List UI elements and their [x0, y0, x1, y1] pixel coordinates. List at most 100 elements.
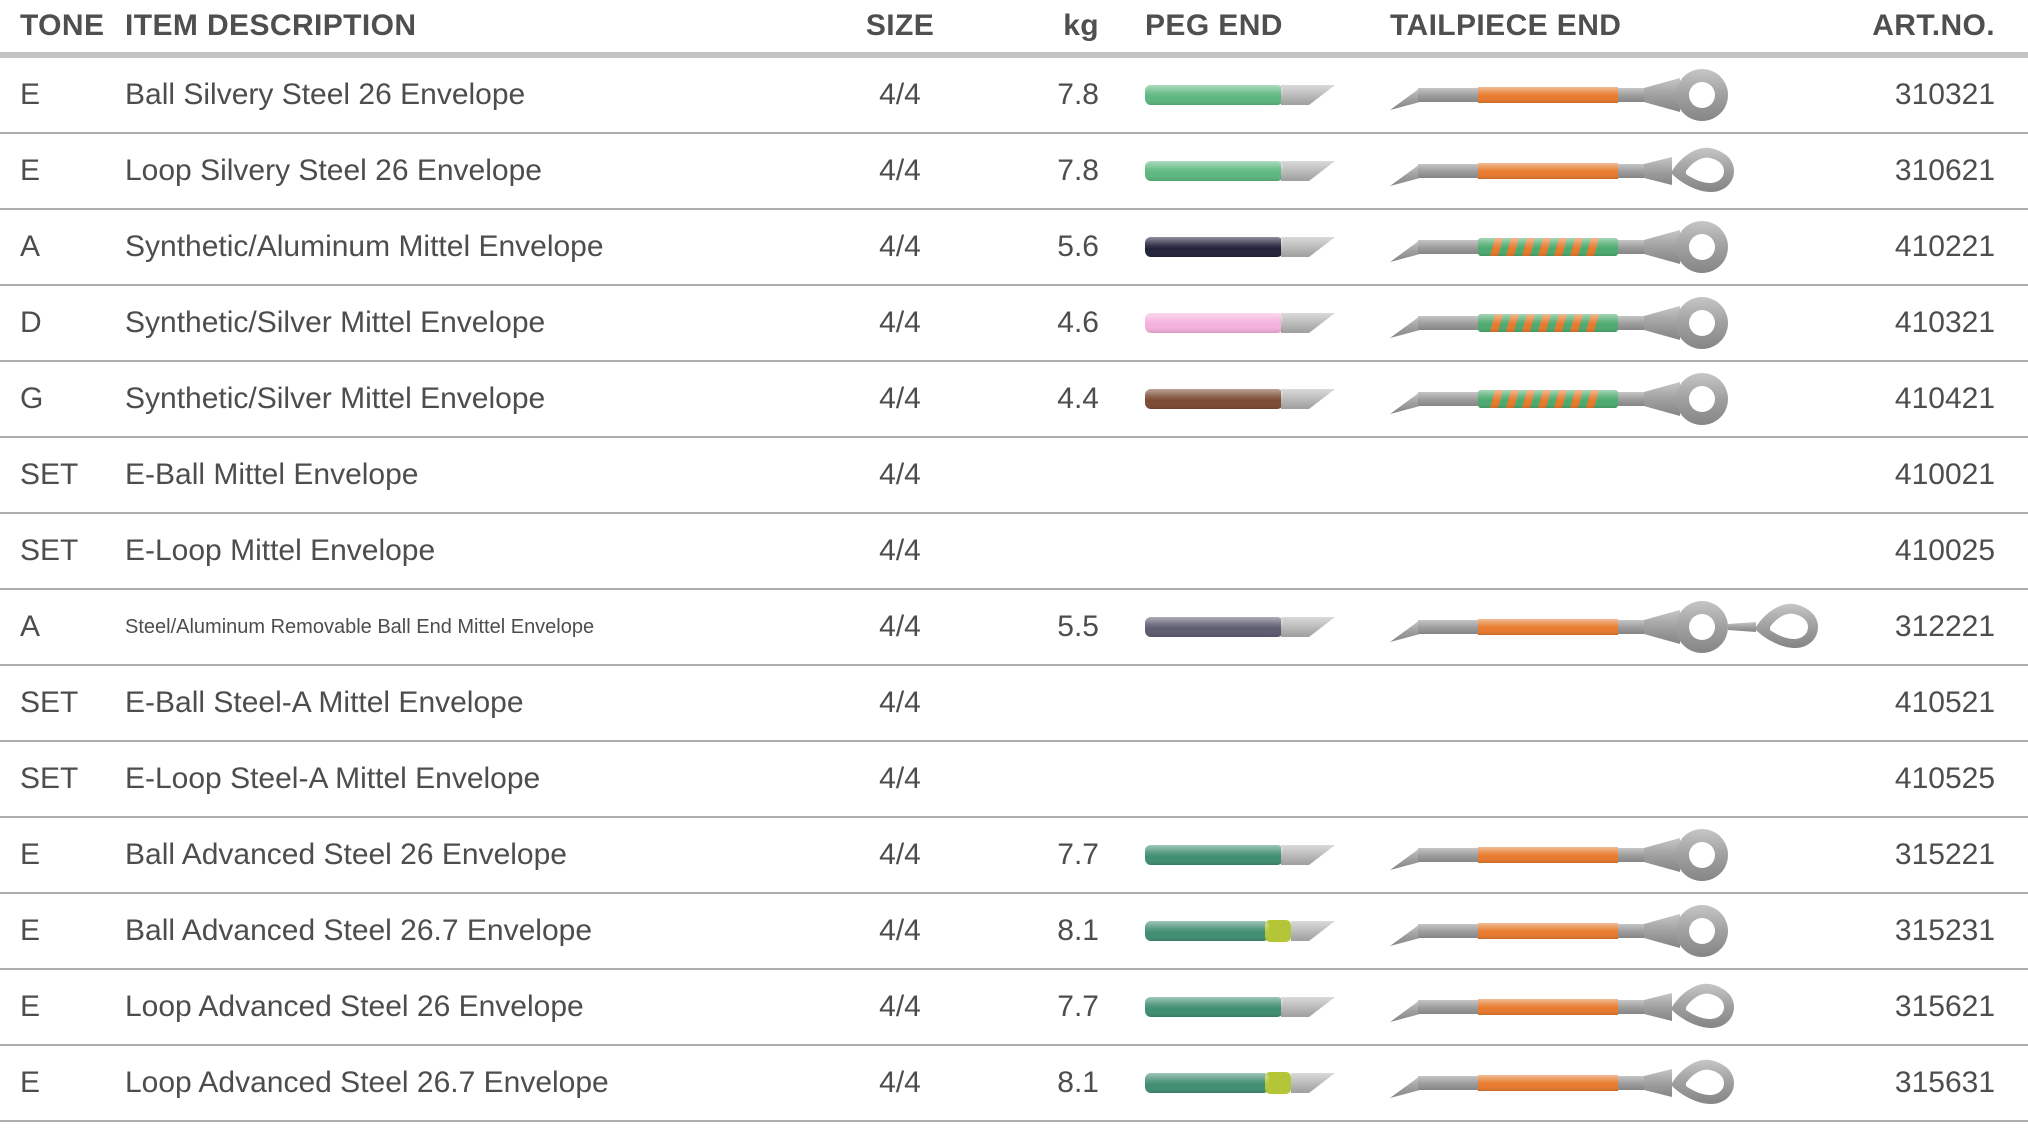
size-cell: 4/4 [879, 686, 921, 719]
peg-end-icon [1105, 614, 1345, 640]
tone-cell: SET [20, 534, 79, 567]
column-header-size: SIZE [865, 9, 935, 42]
item-description-cell: Synthetic/Aluminum Mittel Envelope [125, 230, 604, 263]
item-description-cell: E-Loop Mittel Envelope [125, 534, 436, 567]
tone-cell: SET [20, 762, 79, 795]
table-row: D Synthetic/Silver Mittel Envelope 4/4 4… [0, 286, 2028, 362]
art-no-cell: 315621 [1894, 990, 1995, 1023]
table-row: A Steel/Aluminum Removable Ball End Mitt… [0, 590, 2028, 666]
tailpiece-end-icon [1345, 217, 1815, 277]
tone-cell: E [20, 154, 41, 187]
size-cell: 4/4 [879, 154, 921, 187]
column-header-tailpiece-end: TAILPIECE END [1390, 9, 1622, 42]
kg-cell: 7.8 [1057, 154, 1099, 187]
table-row: E Ball Advanced Steel 26.7 Envelope 4/4 … [0, 894, 2028, 970]
size-cell: 4/4 [879, 534, 921, 567]
size-cell: 4/4 [879, 914, 921, 947]
size-cell: 4/4 [879, 990, 921, 1023]
item-description-cell: E-Loop Steel-A Mittel Envelope [125, 762, 541, 795]
kg-cell: 8.1 [1057, 1066, 1099, 1099]
table-row: SET E-Ball Steel-A Mittel Envelope 4/4 4… [0, 666, 2028, 742]
size-cell: 4/4 [879, 458, 921, 491]
column-header-peg-end: PEG END [1145, 9, 1283, 42]
size-cell: 4/4 [879, 762, 921, 795]
item-description-cell: E-Ball Steel-A Mittel Envelope [125, 686, 524, 719]
kg-cell: 5.6 [1057, 230, 1099, 263]
kg-cell: 8.1 [1057, 914, 1099, 947]
art-no-cell: 312221 [1894, 610, 1995, 643]
kg-cell: 5.5 [1057, 610, 1099, 643]
art-no-cell: 410421 [1894, 382, 1995, 415]
size-cell: 4/4 [879, 306, 921, 339]
tailpiece-end-icon [1345, 825, 1815, 885]
tailpiece-end-icon [1345, 65, 1815, 125]
item-description-cell: Synthetic/Silver Mittel Envelope [125, 306, 546, 339]
art-no-cell: 315231 [1894, 914, 1995, 947]
art-no-cell: 410025 [1894, 534, 1995, 567]
peg-end-icon [1105, 234, 1345, 260]
item-description-cell: Steel/Aluminum Removable Ball End Mittel… [125, 615, 595, 638]
column-header-art-no: ART.NO. [1872, 9, 1995, 42]
size-cell: 4/4 [879, 1066, 921, 1099]
size-cell: 4/4 [879, 838, 921, 871]
art-no-cell: 315631 [1894, 1066, 1995, 1099]
table-header-row: TONE ITEM DESCRIPTION SIZE kg PEG END TA… [0, 0, 2028, 58]
table-row: E Ball Advanced Steel 26 Envelope 4/4 7.… [0, 818, 2028, 894]
table-row: E Ball Silvery Steel 26 Envelope 4/4 7.8… [0, 58, 2028, 134]
item-description-cell: Loop Advanced Steel 26.7 Envelope [125, 1066, 609, 1099]
table-row: G Synthetic/Silver Mittel Envelope 4/4 4… [0, 362, 2028, 438]
table-row: SET E-Loop Steel-A Mittel Envelope 4/4 4… [0, 742, 2028, 818]
item-description-cell: Synthetic/Silver Mittel Envelope [125, 382, 546, 415]
tone-cell: G [20, 382, 44, 415]
item-description-cell: E-Ball Mittel Envelope [125, 458, 419, 491]
table-row: A Synthetic/Aluminum Mittel Envelope 4/4… [0, 210, 2028, 286]
column-header-item-description: ITEM DESCRIPTION [125, 9, 417, 42]
size-cell: 4/4 [879, 78, 921, 111]
peg-end-icon [1105, 386, 1345, 412]
table-row: SET E-Ball Mittel Envelope 4/4 410021 [0, 438, 2028, 514]
size-cell: 4/4 [879, 610, 921, 643]
tailpiece-end-icon [1345, 901, 1815, 961]
kg-cell: 7.7 [1057, 990, 1099, 1023]
art-no-cell: 310621 [1894, 154, 1995, 187]
art-no-cell: 410525 [1894, 762, 1995, 795]
tone-cell: SET [20, 458, 79, 491]
table-row: SET E-Loop Mittel Envelope 4/4 410025 [0, 514, 2028, 590]
kg-cell: 7.8 [1057, 78, 1099, 111]
tone-cell: A [20, 610, 41, 643]
peg-end-icon [1105, 994, 1345, 1020]
tone-cell: A [20, 230, 41, 263]
tone-cell: SET [20, 686, 79, 719]
table-row: E Loop Advanced Steel 26.7 Envelope 4/4 … [0, 1046, 2028, 1122]
art-no-cell: 410321 [1894, 306, 1995, 339]
tailpiece-end-icon [1345, 141, 1815, 201]
item-description-cell: Ball Advanced Steel 26 Envelope [125, 838, 567, 871]
item-description-cell: Loop Silvery Steel 26 Envelope [125, 154, 542, 187]
tailpiece-end-icon [1345, 597, 1818, 657]
peg-end-icon [1105, 158, 1345, 184]
tone-cell: E [20, 838, 41, 871]
art-no-cell: 310321 [1894, 78, 1995, 111]
peg-end-icon [1105, 1070, 1345, 1096]
tailpiece-end-icon [1345, 977, 1815, 1037]
kg-cell: 7.7 [1057, 838, 1099, 871]
table-body: E Ball Silvery Steel 26 Envelope 4/4 7.8… [0, 58, 2028, 1122]
peg-end-icon [1105, 918, 1345, 944]
tone-cell: E [20, 78, 41, 111]
art-no-cell: 410221 [1894, 230, 1995, 263]
peg-end-icon [1105, 842, 1345, 868]
peg-end-icon [1105, 310, 1345, 336]
peg-end-icon [1105, 82, 1345, 108]
kg-cell: 4.4 [1057, 382, 1099, 415]
size-cell: 4/4 [879, 230, 921, 263]
column-header-kg: kg [1063, 9, 1099, 42]
art-no-cell: 410521 [1894, 686, 1995, 719]
table-row: E Loop Advanced Steel 26 Envelope 4/4 7.… [0, 970, 2028, 1046]
tone-cell: E [20, 1066, 41, 1099]
item-description-cell: Ball Advanced Steel 26.7 Envelope [125, 914, 593, 947]
tone-cell: E [20, 990, 41, 1023]
size-cell: 4/4 [879, 382, 921, 415]
column-header-tone: TONE [20, 9, 105, 42]
item-description-cell: Loop Advanced Steel 26 Envelope [125, 990, 584, 1023]
tailpiece-end-icon [1345, 1053, 1815, 1113]
